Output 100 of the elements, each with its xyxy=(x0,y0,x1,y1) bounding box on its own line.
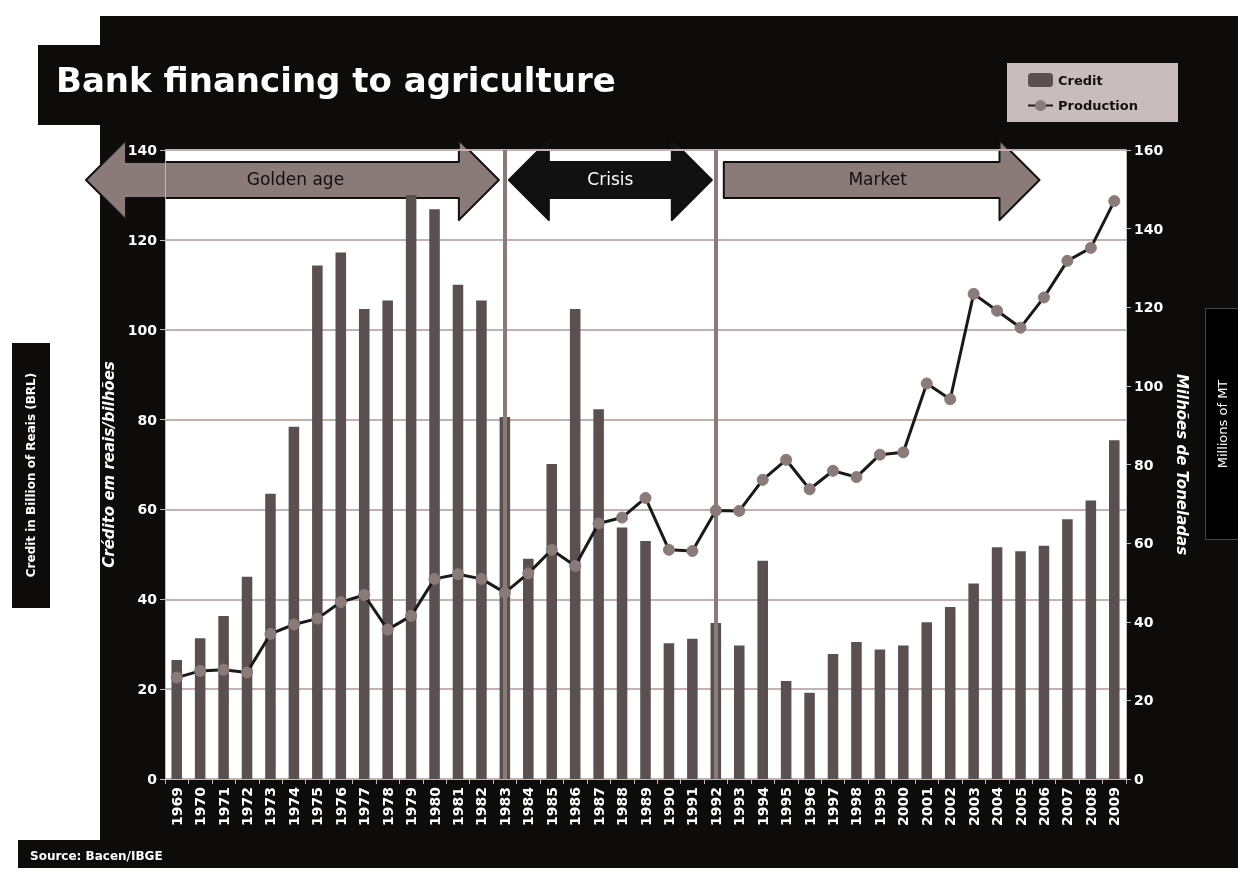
bar xyxy=(1085,500,1097,779)
y-axis-title: Crédito em reais/bilhões xyxy=(100,361,119,568)
bar xyxy=(968,583,979,779)
bar xyxy=(944,606,956,779)
bar xyxy=(593,409,604,779)
annotation: Golden age xyxy=(246,169,345,189)
bar xyxy=(921,622,933,779)
bar xyxy=(429,209,440,779)
y2-tick-label: 40 xyxy=(1134,613,1154,630)
bar xyxy=(312,265,323,779)
x-tick-label: 1995 xyxy=(778,787,795,826)
y-tick-label: 100 xyxy=(127,321,158,338)
x-tick-label: 1983 xyxy=(496,787,513,826)
y2-tick-label: 0 xyxy=(1134,771,1144,787)
x-tick-label: 1973 xyxy=(262,787,279,826)
x-tick-label: 1994 xyxy=(754,786,771,826)
x-tick-label: 1976 xyxy=(332,787,349,826)
y-tick-label: 60 xyxy=(137,501,158,518)
bar xyxy=(288,426,300,779)
bar xyxy=(476,300,487,779)
y2-tick-label: 80 xyxy=(1134,456,1154,473)
x-tick-label: 1996 xyxy=(801,787,818,826)
text: Credit in Billion of Reais (BRL) xyxy=(24,372,38,578)
bar xyxy=(827,654,839,779)
x-tick-label: 1982 xyxy=(473,787,490,826)
bar xyxy=(733,645,745,779)
text: Millions of MT xyxy=(1214,379,1230,469)
bar xyxy=(991,547,1003,779)
bar xyxy=(569,309,581,779)
bar xyxy=(898,645,909,779)
x-tick-label: 2005 xyxy=(1012,787,1029,826)
x-tick-label: 2002 xyxy=(942,787,959,826)
bar xyxy=(171,659,182,779)
y2-tick-label: 140 xyxy=(1134,220,1164,237)
x-tick-label: 1988 xyxy=(614,787,631,826)
x-tick-label: 2001 xyxy=(918,787,935,826)
bar xyxy=(1109,440,1120,779)
y2-tick-label: 100 xyxy=(1134,377,1164,394)
legend-label: Production xyxy=(1058,98,1139,113)
x-tick-label: 1993 xyxy=(731,787,748,826)
y-tick-label: 140 xyxy=(127,142,158,158)
bar xyxy=(851,641,862,779)
x-tick-label: 1975 xyxy=(309,787,326,826)
bar xyxy=(265,493,276,779)
x-tick-label: 2003 xyxy=(965,787,982,826)
bar xyxy=(1015,551,1026,779)
annotation: Crisis xyxy=(587,169,634,189)
x-tick-label: 1979 xyxy=(403,787,420,826)
bar xyxy=(382,300,393,779)
x-tick-label: 1999 xyxy=(871,787,888,826)
x-tick-label: 1972 xyxy=(239,787,256,826)
bar xyxy=(335,252,347,779)
bar xyxy=(1062,519,1073,779)
chart-title: Bank financing to agriculture xyxy=(56,60,616,100)
bar xyxy=(780,681,792,779)
y-tick-label: 40 xyxy=(137,591,158,608)
y2-tick-label: 120 xyxy=(1134,299,1164,316)
y-tick-label: 80 xyxy=(137,411,158,428)
x-tick-label: 1990 xyxy=(660,786,677,826)
x-tick-label: 1971 xyxy=(215,787,232,826)
x-tick-label: 1985 xyxy=(543,787,560,826)
x-tick-label: 1970 xyxy=(192,786,209,826)
bar xyxy=(687,638,698,779)
bar xyxy=(804,692,815,779)
x-tick-label: 1998 xyxy=(848,787,865,826)
y2-tick-label: 20 xyxy=(1134,692,1154,709)
x-tick-label: 1992 xyxy=(707,787,724,826)
bar xyxy=(1038,545,1050,779)
bar xyxy=(640,540,651,779)
x-tick-label: 2007 xyxy=(1059,787,1076,826)
y2-tick-label: 60 xyxy=(1134,535,1154,552)
x-tick-label: 1981 xyxy=(449,787,466,826)
x-tick-label: 1987 xyxy=(590,787,607,826)
x-tick-label: 1977 xyxy=(356,787,373,826)
x-tick-label: 1980 xyxy=(426,786,443,826)
bar xyxy=(546,464,558,779)
x-tick-label: 2006 xyxy=(1035,787,1052,826)
bar xyxy=(358,309,370,779)
x-tick-label: 1984 xyxy=(520,786,537,826)
x-tick-label: 2008 xyxy=(1082,787,1099,826)
x-tick-label: 2009 xyxy=(1106,787,1123,826)
x-tick-label: 1969 xyxy=(168,787,185,826)
bar xyxy=(523,558,534,779)
x-tick-label: 2004 xyxy=(989,786,1006,826)
x-tick-label: 1978 xyxy=(379,787,396,826)
y-tick-label: 0 xyxy=(147,771,158,787)
bar xyxy=(405,194,417,779)
x-tick-label: 1974 xyxy=(285,786,302,826)
y-tick-label: 20 xyxy=(137,681,158,698)
bar xyxy=(616,527,628,779)
y2-tick-label: 160 xyxy=(1134,142,1164,158)
x-tick-label: 1991 xyxy=(684,787,701,826)
x-tick-label: 1989 xyxy=(637,787,654,826)
bar xyxy=(218,615,229,779)
x-tick-label: 1986 xyxy=(567,787,584,826)
x-tick-label: 2000 xyxy=(895,786,912,826)
y2-axis-title: Milhões de Toneladas xyxy=(1172,373,1191,556)
y-tick-label: 120 xyxy=(127,231,158,248)
annotation: Market xyxy=(848,169,907,189)
source-note: Source: Bacen/IBGE xyxy=(30,849,163,863)
